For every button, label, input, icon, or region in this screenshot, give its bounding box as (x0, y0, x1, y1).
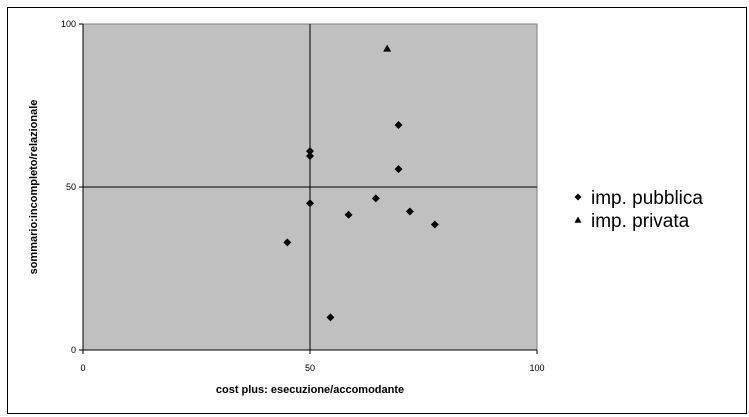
data-points (283, 44, 439, 322)
x-tick-label: 50 (305, 363, 315, 373)
x-tick-labels: 0 50 100 (80, 350, 545, 373)
y-tick-label: 100 (61, 19, 76, 29)
data-point-imp-pubblica (306, 199, 314, 208)
x-axis-title: cost plus: esecuzione/accomodante (216, 384, 404, 396)
y-axis-title: sommario:incompleto/relazionale (28, 100, 40, 275)
data-point-imp-pubblica (283, 238, 292, 247)
data-point-imp-pubblica (326, 313, 335, 322)
data-point-imp-pubblica (344, 210, 353, 219)
data-point-imp-pubblica (306, 147, 314, 156)
data-point-imp-pubblica (405, 207, 414, 216)
legend-label: imp. privata (591, 211, 690, 232)
legend-label: imp. pubblica (591, 188, 703, 209)
data-point-imp-pubblica (306, 152, 314, 161)
data-point-imp-privata (383, 44, 392, 52)
x-tick-label: 100 (529, 363, 544, 373)
legend-marker (574, 216, 582, 223)
data-point-imp-pubblica (394, 121, 403, 130)
y-tick-labels: 0 50 100 (61, 19, 83, 355)
legend-marker (574, 193, 582, 201)
y-tick-label: 0 (71, 345, 76, 355)
x-tick-label: 0 (80, 363, 85, 373)
data-point-imp-pubblica (394, 165, 403, 174)
data-point-imp-pubblica (430, 220, 439, 229)
y-tick-label: 50 (66, 182, 76, 192)
data-point-imp-pubblica (371, 194, 380, 203)
